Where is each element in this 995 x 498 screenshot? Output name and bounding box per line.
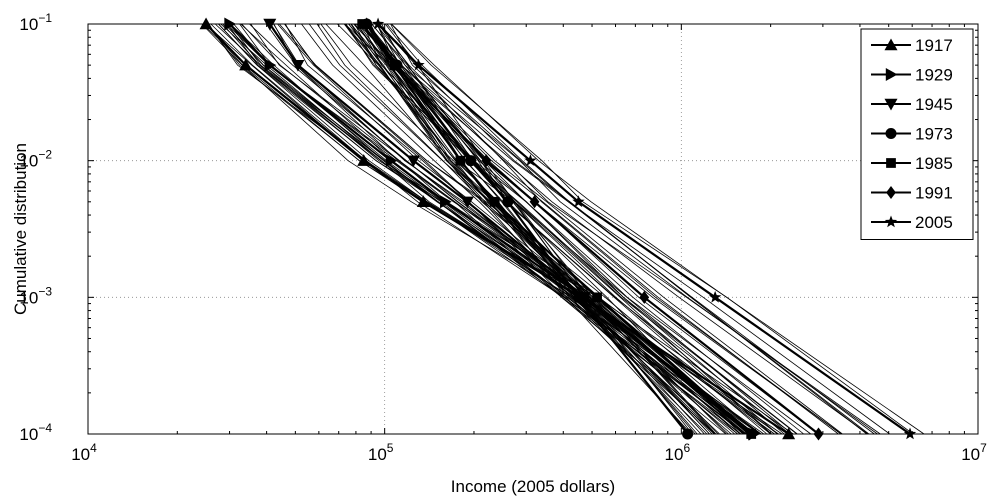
background-year-line (386, 23, 868, 435)
x-tick-label: 104 (71, 441, 97, 464)
marker-1991 (481, 154, 492, 168)
background-year-line (316, 23, 708, 435)
series-1991 (361, 17, 824, 441)
legend-entry-1945: 1945 (871, 95, 953, 114)
legend-marker (886, 158, 896, 168)
y-tick-label: 10−1 (19, 11, 52, 34)
background-year-line (250, 23, 747, 435)
legend-marker (884, 215, 898, 228)
background-year-line (218, 23, 747, 435)
legend-marker (884, 38, 898, 51)
series-line-2005 (377, 23, 911, 435)
marker-1973 (572, 291, 584, 303)
legend-marker (884, 98, 898, 111)
background-year-line (370, 23, 819, 435)
marker-1945 (460, 196, 474, 209)
marker-1945 (406, 155, 420, 168)
background-year-line (325, 23, 692, 435)
y-axis-label: Cumulative distribution (11, 143, 30, 315)
legend-marker (886, 186, 896, 199)
background-year-line (301, 23, 720, 435)
y-tick-label: 10−2 (19, 148, 52, 171)
background-year-line (364, 23, 869, 435)
legend-entry-1929: 1929 (871, 66, 953, 85)
background-year-line (390, 23, 914, 435)
x-tick-label: 106 (665, 441, 691, 464)
background-year-line (390, 23, 875, 435)
series-line-1973 (365, 23, 689, 435)
legend-label: 1945 (915, 95, 953, 114)
series-line-1991 (365, 23, 820, 435)
background-year-line (376, 23, 839, 435)
series-group (199, 17, 917, 441)
background-year-line (358, 23, 843, 435)
x-tick-label: 105 (368, 441, 394, 464)
background-year-lines (201, 23, 925, 435)
marker-1945 (291, 59, 305, 72)
marker-1973 (465, 155, 477, 167)
background-year-line (350, 23, 779, 435)
background-year-line (343, 23, 710, 435)
legend: 1917 1929 1945 1973 1985 1991 2005 (860, 28, 974, 240)
series-2005 (371, 17, 917, 440)
legend-marker (885, 68, 898, 81)
x-tick-label: 107 (961, 441, 987, 464)
x-axis-label: Income (2005 dollars) (451, 477, 615, 496)
background-year-line (345, 23, 785, 435)
marker-1917 (782, 427, 796, 440)
marker-1917 (416, 195, 430, 208)
marker-2005 (572, 195, 585, 208)
marker-2005 (524, 154, 537, 166)
marker-2005 (412, 58, 425, 71)
legend-label: 1973 (915, 125, 953, 144)
marker-1929 (385, 154, 398, 168)
series-1945 (263, 18, 757, 441)
background-year-line (391, 23, 925, 435)
legend-label: 1929 (915, 66, 953, 85)
background-year-line (358, 23, 772, 435)
marker-1917 (357, 154, 371, 166)
legend-label: 1991 (915, 184, 953, 203)
legend-entry-1985: 1985 (871, 154, 953, 173)
background-year-line (362, 23, 881, 435)
legend-entry-1917: 1917 (871, 36, 953, 55)
background-year-line (362, 23, 719, 435)
background-year-line (371, 23, 878, 435)
y-tick-label: 10−4 (19, 421, 52, 444)
marker-1917 (239, 58, 253, 71)
marker-1991 (639, 290, 650, 304)
marker-1985 (592, 292, 602, 303)
legend-entry-1973: 1973 (871, 125, 953, 144)
series-line-1945 (268, 23, 751, 435)
legend-marker (885, 127, 897, 140)
legend-entry-2005: 2005 (871, 213, 953, 232)
legend-label: 2005 (915, 213, 953, 232)
marker-2005 (708, 290, 722, 303)
marker-1929 (440, 195, 452, 209)
background-year-line (375, 23, 842, 435)
marker-1991 (529, 195, 540, 209)
marker-2005 (371, 17, 385, 30)
background-year-line (284, 23, 716, 435)
y-tick-label: 10−3 (19, 284, 52, 307)
legend-entry-1991: 1991 (871, 184, 953, 203)
legend-label: 1917 (915, 36, 953, 55)
marker-1945 (263, 18, 277, 31)
series-line-1917 (205, 23, 790, 435)
background-year-line (351, 23, 812, 435)
legend-label: 1985 (915, 154, 953, 173)
marker-1973 (502, 196, 514, 208)
marker-1991 (389, 58, 400, 72)
axis-ticks: 104 105 106 107 10−4 10−3 10−2 10−1 (19, 11, 987, 464)
marker-1917 (199, 17, 213, 30)
background-year-line (367, 23, 890, 435)
marker-1985 (455, 155, 466, 166)
background-year-line (344, 23, 753, 435)
plot-frame (87, 23, 979, 435)
marker-2005 (903, 427, 917, 440)
marker-1929 (264, 58, 277, 72)
marker-1985 (489, 196, 500, 207)
